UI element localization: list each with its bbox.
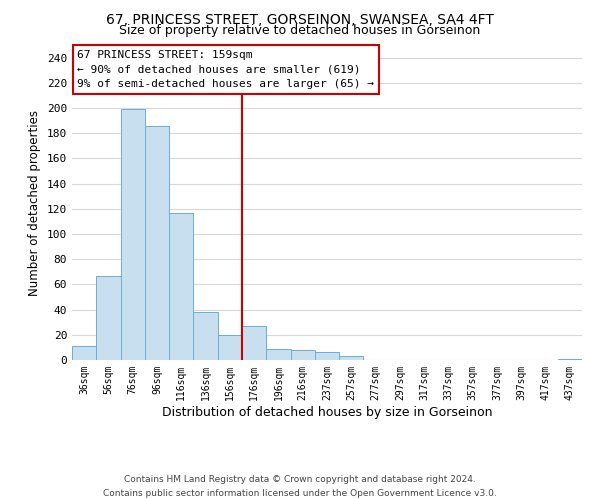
Bar bbox=[96, 276, 121, 360]
Text: 67, PRINCESS STREET, GORSEINON, SWANSEA, SA4 4FT: 67, PRINCESS STREET, GORSEINON, SWANSEA,… bbox=[106, 12, 494, 26]
Text: Contains HM Land Registry data © Crown copyright and database right 2024.
Contai: Contains HM Land Registry data © Crown c… bbox=[103, 476, 497, 498]
Bar bbox=[339, 356, 364, 360]
Bar bbox=[145, 126, 169, 360]
Text: 67 PRINCESS STREET: 159sqm
← 90% of detached houses are smaller (619)
9% of semi: 67 PRINCESS STREET: 159sqm ← 90% of deta… bbox=[77, 50, 374, 90]
Bar bbox=[558, 358, 582, 360]
Bar bbox=[266, 348, 290, 360]
X-axis label: Distribution of detached houses by size in Gorseinon: Distribution of detached houses by size … bbox=[162, 406, 492, 418]
Bar bbox=[121, 110, 145, 360]
Bar bbox=[315, 352, 339, 360]
Bar bbox=[193, 312, 218, 360]
Bar bbox=[290, 350, 315, 360]
Bar bbox=[218, 335, 242, 360]
Y-axis label: Number of detached properties: Number of detached properties bbox=[28, 110, 41, 296]
Text: Size of property relative to detached houses in Gorseinon: Size of property relative to detached ho… bbox=[119, 24, 481, 37]
Bar bbox=[72, 346, 96, 360]
Bar bbox=[242, 326, 266, 360]
Bar bbox=[169, 212, 193, 360]
